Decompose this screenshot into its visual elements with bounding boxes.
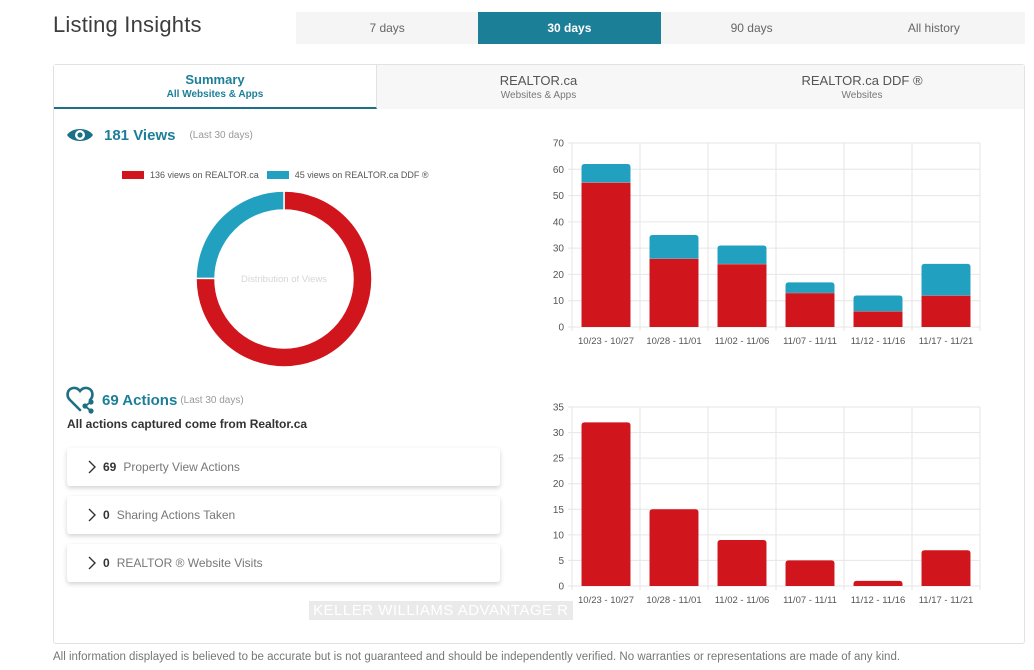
views-bar-chart: 0 10 20 30 40 50 60 70 10/23 - 10/27 10/28 - 11/0… bbox=[553, 139, 981, 347]
legend-swatch-ddf bbox=[266, 171, 289, 179]
bar-actions[interactable] bbox=[717, 539, 767, 586]
x-tick-label: 11/02 - 11/06 bbox=[715, 336, 770, 347]
y-tick-label: 30 bbox=[553, 428, 565, 439]
y-tick-label: 50 bbox=[553, 191, 565, 202]
heart-share-icon bbox=[66, 386, 94, 414]
legend-swatch-realtor bbox=[122, 171, 144, 179]
donut-slice-ddf[interactable] bbox=[195, 190, 285, 280]
y-tick-label: 20 bbox=[553, 479, 565, 490]
tab-title: REALTOR.ca bbox=[499, 73, 578, 88]
y-tick-label: 25 bbox=[553, 454, 565, 465]
y-tick-label: 70 bbox=[553, 139, 565, 150]
donut-slice-realtor[interactable] bbox=[195, 190, 373, 368]
actions-period-note: (Last 30 days) bbox=[180, 394, 244, 406]
donut-title: Distribution of Views bbox=[241, 274, 327, 285]
x-tick-label: 10/23 - 10/27 bbox=[578, 595, 634, 606]
x-tick-label: 11/07 - 11/11 bbox=[783, 336, 837, 347]
tab-title: Summary bbox=[185, 72, 245, 87]
y-tick-label: 20 bbox=[553, 270, 565, 281]
bar-actions[interactable] bbox=[853, 580, 903, 586]
watermark: KELLER WILLIAMS ADVANTAGE R bbox=[309, 601, 573, 620]
views-count: 181 Views bbox=[104, 126, 176, 144]
bar-actions[interactable] bbox=[785, 560, 835, 586]
source-tabs: Summary All Websites & Apps REALTOR.ca W… bbox=[54, 65, 1024, 109]
y-tick-label: 15 bbox=[553, 505, 565, 516]
y-tick-label: 10 bbox=[553, 530, 565, 541]
action-count: 0 bbox=[103, 556, 110, 570]
x-tick-label: 11/17 - 11/21 bbox=[919, 595, 974, 606]
bar-realtor-ca[interactable] bbox=[581, 182, 631, 327]
period-90-days[interactable]: 90 days bbox=[730, 21, 773, 35]
x-tick-label: 11/12 - 11/16 bbox=[851, 336, 906, 347]
donut-legend: 136 views on REALTOR.ca 45 views on REAL… bbox=[122, 170, 437, 180]
tab-realtor-ddf[interactable]: REALTOR.ca DDF ® Websites bbox=[700, 65, 1024, 109]
y-tick-label: 0 bbox=[558, 582, 564, 593]
x-tick-label: 10/23 - 10/27 bbox=[578, 336, 634, 347]
x-tick-label: 11/12 - 11/16 bbox=[851, 595, 906, 606]
tab-realtor-ca[interactable]: REALTOR.ca Websites & Apps bbox=[377, 65, 700, 109]
action-row-property-views[interactable]: 69 Property View Actions bbox=[67, 448, 500, 486]
bar-actions[interactable] bbox=[921, 550, 971, 586]
disclaimer: All information displayed is believed to… bbox=[53, 651, 901, 663]
chevron-right-icon bbox=[88, 508, 96, 522]
action-count: 69 bbox=[103, 460, 117, 474]
x-tick-label: 11/07 - 11/11 bbox=[783, 595, 837, 606]
y-tick-label: 10 bbox=[553, 296, 565, 307]
bar-realtor-ca[interactable] bbox=[785, 292, 835, 327]
y-tick-label: 35 bbox=[553, 403, 565, 414]
chevron-right-icon bbox=[88, 460, 96, 474]
actions-header: 69 Actions (Last 30 days) bbox=[66, 386, 244, 414]
bar-realtor-ca-ddf-[interactable] bbox=[649, 235, 699, 259]
period-7-days[interactable]: 7 days bbox=[369, 21, 405, 35]
bar-realtor-ca-ddf-[interactable] bbox=[581, 164, 631, 183]
period-selector: 7 days 30 days 90 days All history bbox=[296, 12, 1025, 44]
period-all-history[interactable]: All history bbox=[907, 21, 960, 35]
actions-count: 69 Actions bbox=[102, 391, 178, 409]
x-tick-label: 10/28 - 11/01 bbox=[646, 595, 701, 606]
x-tick-label: 11/17 - 11/21 bbox=[919, 336, 974, 347]
bar-realtor-ca-ddf-[interactable] bbox=[717, 245, 767, 264]
x-tick-label: 10/28 - 11/01 bbox=[646, 336, 701, 347]
x-tick-label: 11/02 - 11/06 bbox=[715, 595, 770, 606]
bar-realtor-ca-ddf-[interactable] bbox=[785, 282, 835, 293]
insights-panel: Summary All Websites & Apps REALTOR.ca W… bbox=[53, 64, 1025, 644]
y-tick-label: 30 bbox=[553, 244, 565, 255]
eye-icon bbox=[67, 129, 93, 141]
legend-label: 136 views on REALTOR.ca bbox=[150, 170, 259, 180]
y-tick-label: 0 bbox=[558, 323, 564, 334]
bar-realtor-ca[interactable] bbox=[649, 258, 699, 327]
action-row-website-visits[interactable]: 0 REALTOR ® Website Visits bbox=[67, 544, 500, 582]
tab-summary[interactable]: Summary All Websites & Apps bbox=[54, 65, 377, 109]
page-title: Listing Insights bbox=[53, 12, 202, 37]
views-period-note: (Last 30 days) bbox=[189, 129, 253, 141]
action-label: Sharing Actions Taken bbox=[116, 508, 236, 522]
action-count: 0 bbox=[103, 508, 110, 522]
distribution-donut-chart: Distribution of Views bbox=[195, 190, 373, 368]
bar-realtor-ca-ddf-[interactable] bbox=[853, 295, 903, 312]
legend-label: 45 views on REALTOR.ca DDF ® bbox=[294, 170, 429, 180]
bar-actions[interactable] bbox=[649, 509, 699, 586]
legend-item-ddf[interactable]: 45 views on REALTOR.ca DDF ® bbox=[266, 170, 429, 180]
action-label: Property View Actions bbox=[123, 460, 240, 474]
bar-realtor-ca[interactable] bbox=[717, 263, 767, 327]
y-tick-label: 60 bbox=[553, 165, 565, 176]
actions-bar-chart: 0 5 10 15 20 25 30 35 10/23 - 10/27 10/28 - 11/01… bbox=[553, 403, 981, 606]
tab-subtitle: Websites bbox=[841, 90, 883, 101]
bar-realtor-ca[interactable] bbox=[921, 295, 971, 327]
action-label: REALTOR ® Website Visits bbox=[116, 556, 263, 570]
bar-actions[interactable] bbox=[581, 422, 631, 586]
period-30-days[interactable]: 30 days bbox=[478, 12, 661, 44]
views-header: 181 Views (Last 30 days) bbox=[66, 126, 253, 144]
action-row-sharing[interactable]: 0 Sharing Actions Taken bbox=[67, 496, 500, 534]
tab-subtitle: All Websites & Apps bbox=[166, 89, 264, 100]
legend-item-realtor[interactable]: 136 views on REALTOR.ca bbox=[122, 170, 259, 180]
actions-source-note: All actions captured come from Realtor.c… bbox=[67, 417, 308, 431]
bar-realtor-ca[interactable] bbox=[853, 311, 903, 327]
tab-subtitle: Websites & Apps bbox=[500, 90, 577, 101]
chevron-right-icon bbox=[88, 556, 96, 570]
y-tick-label: 5 bbox=[558, 556, 564, 567]
tab-title: REALTOR.ca DDF ® bbox=[801, 73, 923, 88]
bar-realtor-ca-ddf-[interactable] bbox=[921, 263, 971, 296]
y-tick-label: 40 bbox=[553, 217, 565, 228]
